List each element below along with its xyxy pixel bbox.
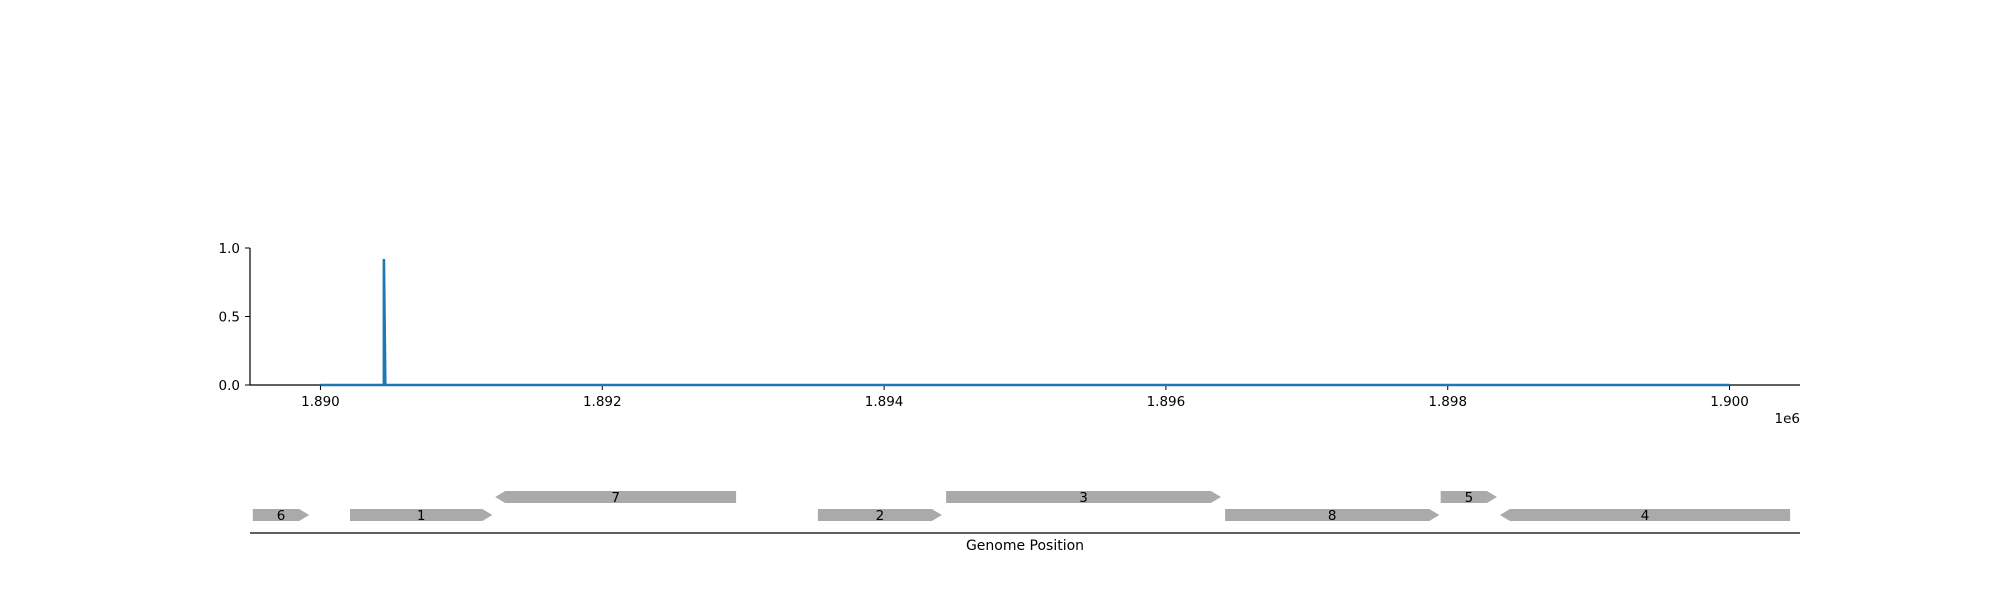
x-tick-label: 1.900 [1710, 394, 1749, 410]
x-tick-label: 1.898 [1428, 394, 1467, 410]
y-tick-label: 0.0 [219, 378, 240, 394]
x-tick-label: 1.894 [865, 394, 904, 410]
y-tick-label: 1.0 [219, 241, 240, 257]
gene-label-1: 1 [417, 508, 426, 524]
gene-label-8: 8 [1328, 508, 1337, 524]
coverage-plot: 0.0 0.5 1.0 1.890 1.892 1.894 1.896 1.898 1.900… [219, 241, 1800, 427]
gene-arrow-4 [1499, 509, 1791, 521]
x-tick-label: 1.892 [583, 394, 622, 410]
coverage-series-line [320, 258, 1730, 387]
gene-arrow-1 [350, 509, 493, 521]
y-tick-label: 0.5 [219, 310, 240, 326]
gene-track: 6 1 7 2 3 8 5 4 Genome Position [250, 490, 1800, 554]
gene-arrow-2 [817, 509, 942, 521]
gene-arrow-5 [1440, 491, 1497, 503]
gene-track-xlabel: Genome Position [966, 538, 1084, 554]
x-offset-label: 1e6 [1775, 411, 1800, 427]
x-ticks: 1.890 1.892 1.894 1.896 1.898 1.900 [301, 385, 1749, 410]
gene-arrow-8 [1225, 509, 1440, 521]
gene-label-5: 5 [1465, 490, 1474, 506]
gene-label-3: 3 [1079, 490, 1088, 506]
gene-arrow-7 [495, 491, 737, 503]
gene-label-7: 7 [611, 490, 620, 506]
gene-arrow-3 [946, 491, 1221, 503]
x-tick-label: 1.896 [1147, 394, 1186, 410]
x-tick-label: 1.890 [301, 394, 340, 410]
gene-label-4: 4 [1641, 508, 1650, 524]
gene-arrow-6 [252, 509, 310, 521]
gene-label-2: 2 [876, 508, 885, 524]
y-ticks: 0.0 0.5 1.0 [219, 241, 250, 394]
gene-label-6: 6 [277, 508, 286, 524]
gene-features: 6 1 7 2 3 8 5 4 [252, 490, 1791, 524]
